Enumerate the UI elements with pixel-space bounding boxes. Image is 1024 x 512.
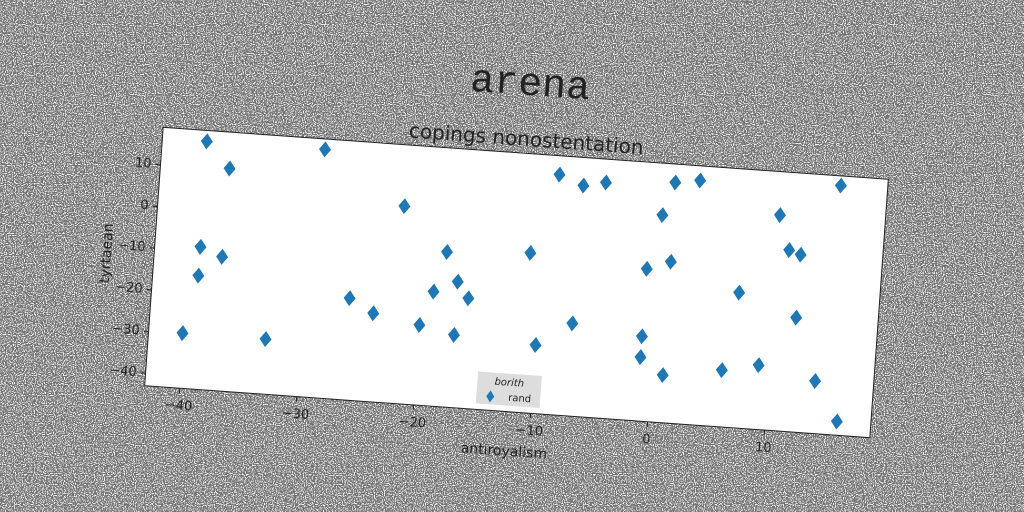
legend-marker: [486, 390, 495, 403]
x-tick-label: −10: [515, 423, 543, 440]
point: [216, 248, 229, 265]
point: [529, 337, 542, 353]
point: [451, 273, 464, 290]
point: [440, 243, 453, 260]
point: [834, 177, 847, 194]
point: [577, 177, 590, 194]
x-axis-label: antiroyalism: [460, 440, 547, 462]
point: [398, 198, 411, 215]
point: [524, 244, 537, 261]
point: [319, 141, 331, 158]
point: [634, 349, 647, 366]
point: [752, 357, 765, 374]
point: [200, 133, 213, 150]
y-tick-label: −10: [118, 238, 146, 255]
point: [194, 238, 207, 255]
y-tick-label: −40: [109, 363, 137, 380]
point: [669, 174, 682, 191]
point: [733, 284, 746, 301]
point: [192, 267, 205, 284]
point: [566, 315, 579, 332]
point: [462, 290, 475, 307]
point: [694, 172, 707, 189]
x-tick-label: 0: [642, 432, 651, 448]
x-tick-label: −20: [398, 414, 426, 431]
point: [790, 309, 803, 326]
point: [635, 328, 648, 345]
point: [656, 207, 669, 224]
point: [794, 246, 807, 263]
y-tick-label: −30: [112, 321, 140, 338]
point: [413, 316, 426, 333]
plot-area: [144, 127, 889, 438]
y-axis-label: tyrtaean: [97, 223, 117, 284]
x-tick-label: −30: [281, 406, 309, 423]
point: [715, 362, 728, 379]
legend-title: borith: [494, 377, 524, 390]
legend-label: rand: [508, 393, 532, 406]
point: [809, 372, 822, 389]
point: [259, 331, 272, 348]
y-tick-label: 10: [134, 156, 152, 172]
point: [176, 325, 189, 342]
point: [656, 367, 669, 384]
y-tick-label: 0: [140, 198, 149, 214]
point: [553, 166, 566, 183]
x-tick-label: −40: [164, 398, 192, 415]
point: [664, 253, 677, 270]
point: [447, 326, 460, 343]
point: [223, 160, 236, 177]
point: [773, 207, 786, 224]
point: [599, 174, 612, 191]
point: [367, 305, 380, 322]
chart-title: arena: [469, 59, 592, 112]
point: [830, 413, 843, 430]
point: [427, 283, 440, 300]
x-tick-label: 10: [754, 440, 772, 456]
plot-frame: [144, 126, 889, 439]
point: [783, 242, 796, 259]
point: [640, 260, 653, 277]
y-tick-label: −20: [115, 280, 143, 297]
point: [343, 290, 356, 307]
